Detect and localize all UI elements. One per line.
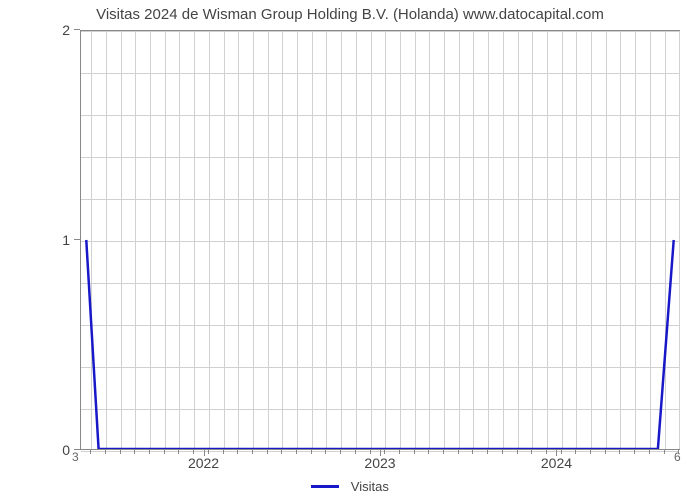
x-tick-minor [546, 450, 547, 454]
x-tick-minor [399, 450, 400, 454]
y-axis-label-1: 1 [0, 232, 70, 248]
x-tick-minor [575, 450, 576, 454]
x-tick-minor [443, 450, 444, 454]
x-tick-minor [296, 450, 297, 454]
x-tick-minor [428, 450, 429, 454]
x-tick-minor [134, 450, 135, 454]
x-tick-minor [193, 450, 194, 454]
x-tick-minor [487, 450, 488, 454]
x-tick-minor [472, 450, 473, 454]
x-tick-minor [649, 450, 650, 454]
x-tick-minor [178, 450, 179, 454]
x-tick-minor [458, 450, 459, 454]
x-tick-minor [502, 450, 503, 454]
x-tick-minor [208, 450, 209, 454]
x-tick-minor [678, 450, 679, 454]
x-tick-minor [619, 450, 620, 454]
x-tick-minor [281, 450, 282, 454]
series-line [86, 240, 673, 449]
x-tick-minor [164, 450, 165, 454]
line-series-svg [81, 31, 679, 449]
x-tick [556, 450, 557, 456]
y-axis-label-0: 0 [0, 442, 70, 458]
x-tick-minor [634, 450, 635, 454]
chart-title: Visitas 2024 de Wisman Group Holding B.V… [0, 6, 700, 23]
x-tick-minor [605, 450, 606, 454]
x-tick-minor [90, 450, 91, 454]
x-tick [380, 450, 381, 456]
x-tick-minor [517, 450, 518, 454]
x-tick-minor [370, 450, 371, 454]
x-tick-minor [311, 450, 312, 454]
chart-frame: Visitas 2024 de Wisman Group Holding B.V… [0, 0, 700, 500]
x-axis-label: 2024 [541, 455, 572, 471]
grid-vline [679, 31, 680, 449]
plot-area [80, 30, 680, 450]
x-tick-minor [267, 450, 268, 454]
x-tick-minor [149, 450, 150, 454]
x-axis-label: 2023 [364, 455, 395, 471]
legend-swatch [311, 485, 339, 488]
x-tick-minor [531, 450, 532, 454]
x-tick-minor [223, 450, 224, 454]
x-tick-minor [355, 450, 356, 454]
x-axis-label: 2022 [188, 455, 219, 471]
x-tick-minor [325, 450, 326, 454]
x-tick-minor [237, 450, 238, 454]
corner-label-left: 3 [72, 450, 79, 464]
legend-label: Visitas [351, 479, 389, 494]
x-tick-minor [590, 450, 591, 454]
x-tick-minor [120, 450, 121, 454]
x-tick-minor [105, 450, 106, 454]
legend: Visitas [0, 478, 700, 494]
x-tick-minor [340, 450, 341, 454]
x-tick-minor [252, 450, 253, 454]
x-tick-minor [664, 450, 665, 454]
x-tick-minor [384, 450, 385, 454]
x-tick-minor [561, 450, 562, 454]
x-tick-minor [414, 450, 415, 454]
y-axis-label-2: 2 [0, 22, 70, 38]
x-tick [204, 450, 205, 456]
